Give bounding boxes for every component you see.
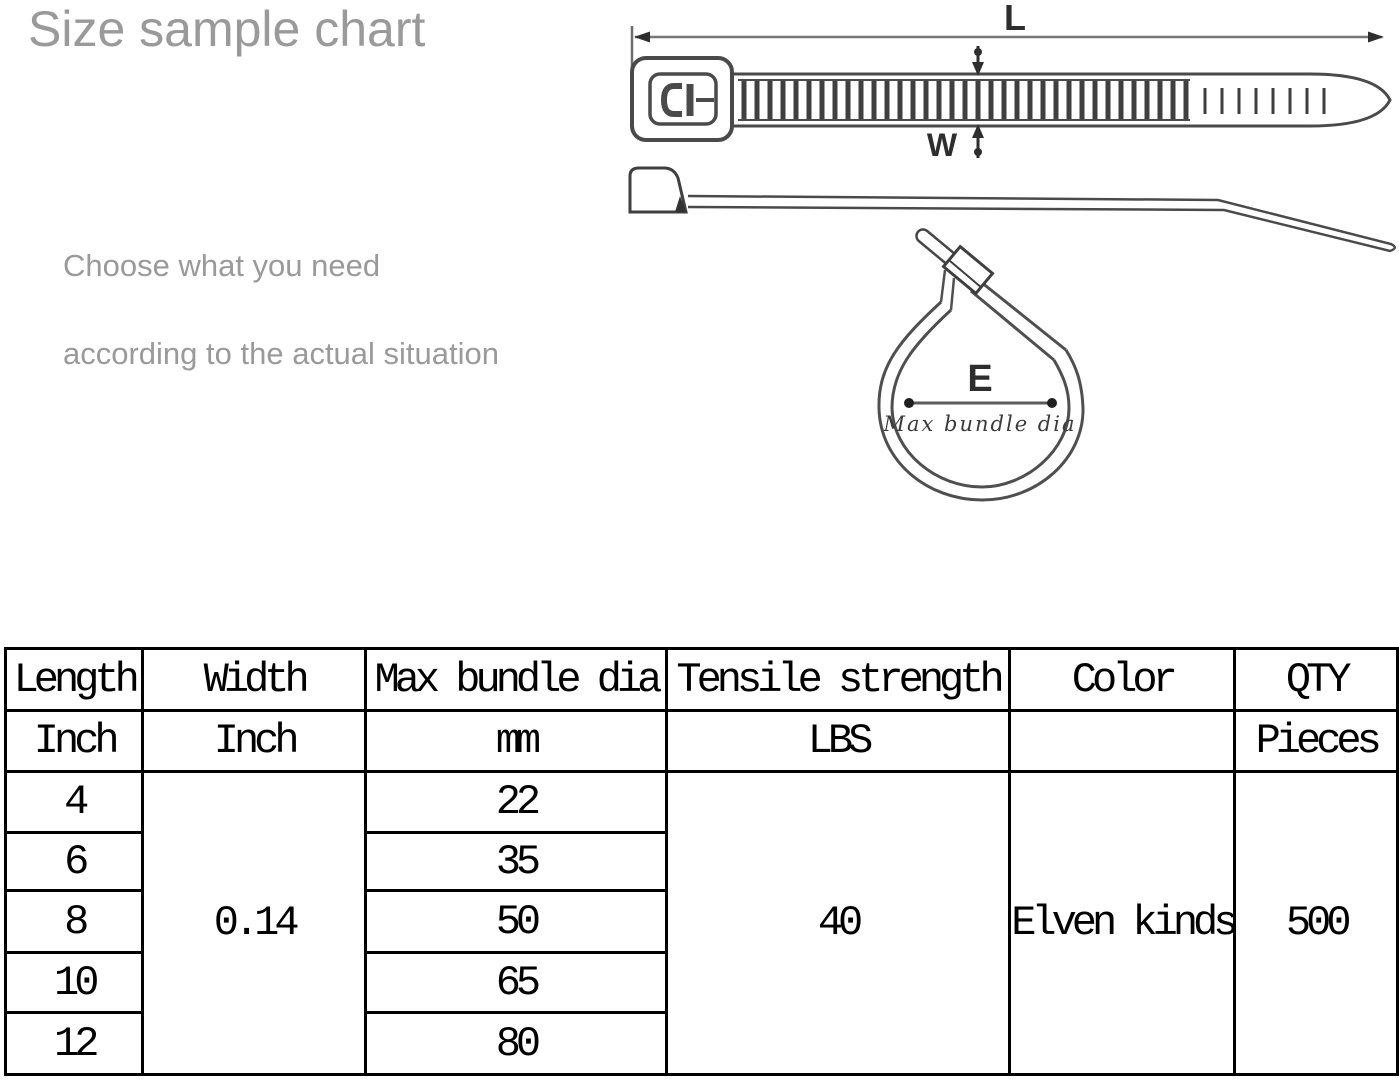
cable-tie-top-view-drawing: L — [630, 0, 1392, 162]
tie-head — [630, 56, 734, 142]
loop-head — [941, 244, 995, 296]
header-width: Width — [141, 647, 367, 712]
side-head — [628, 166, 688, 214]
cable-tie-loop-drawing: E Max bundle dia — [877, 228, 1085, 502]
length-label: L — [1004, 0, 1026, 38]
header-max-bundle-dia: Max bundle dia — [363, 647, 668, 712]
cell-qty-value: 500 — [1233, 770, 1399, 1076]
unit-width-inch: Inch — [141, 709, 367, 773]
cell-dia-35: 35 — [363, 831, 668, 892]
header-length: Length — [3, 647, 145, 712]
cell-length-6: 6 — [3, 831, 145, 892]
table-row: 8 50 — [3, 889, 1398, 954]
header-qty: QTY — [1233, 647, 1399, 712]
tie-strap-outline — [732, 72, 1392, 128]
cell-length-10: 10 — [3, 951, 145, 1014]
cell-length-4: 4 — [3, 770, 145, 834]
bundle-diameter-label: E — [967, 358, 992, 400]
unit-dia-mm: mm — [363, 709, 668, 773]
side-strap — [687, 194, 1396, 253]
page-title: Size sample chart — [28, 1, 426, 57]
loop-outer-edge — [877, 300, 1085, 502]
width-label: W — [927, 127, 958, 162]
cell-dia-22: 22 — [363, 770, 668, 834]
unit-color-empty — [1008, 709, 1237, 773]
table-row: 10 65 — [3, 951, 1398, 1014]
unit-tensile-lbs: LBS — [664, 709, 1012, 773]
table-header-row: Length Width Max bundle dia Tensile stre… — [3, 647, 1399, 712]
table-row: 12 80 — [3, 1011, 1398, 1076]
cell-length-12: 12 — [3, 1011, 145, 1076]
table-row: 6 35 — [3, 831, 1398, 892]
subtitle-line-1: Choose what you need — [63, 248, 381, 283]
cell-dia-65: 65 — [363, 951, 668, 1014]
cell-dia-80: 80 — [363, 1011, 668, 1076]
header-tensile-strength: Tensile strength — [664, 647, 1012, 712]
side-head-pawl — [675, 196, 686, 212]
loop-inner-edge — [890, 308, 1071, 489]
loop-caption: Max bundle dia — [883, 412, 1077, 436]
cable-tie-side-view-drawing — [628, 166, 1396, 253]
unit-length-inch: Inch — [3, 709, 145, 773]
unit-qty-pieces: Pieces — [1233, 709, 1399, 773]
length-dimension: L — [630, 0, 1384, 72]
cell-width-value: 0.14 — [141, 770, 367, 1076]
cell-color-value: Elven kinds — [1008, 770, 1237, 1076]
bundle-diameter-dimension: E Max bundle dia — [883, 358, 1077, 436]
width-dimension: W — [927, 46, 984, 162]
subtitle-line-2: according to the actual situation — [63, 336, 499, 371]
tie-tip-ticks — [1203, 88, 1326, 114]
cell-tensile-value: 40 — [664, 770, 1012, 1076]
table-row: 4 0.14 22 40 Elven kinds 500 — [3, 770, 1399, 1076]
cell-length-8: 8 — [3, 889, 145, 954]
tie-strap-ribs — [741, 81, 1189, 119]
size-spec-table: Length Width Max bundle dia Tensile stre… — [3, 647, 1399, 1076]
table-units-row: Inch Inch mm LBS Pieces — [3, 709, 1399, 773]
header-color: Color — [1008, 647, 1237, 712]
cell-dia-50: 50 — [363, 889, 668, 954]
